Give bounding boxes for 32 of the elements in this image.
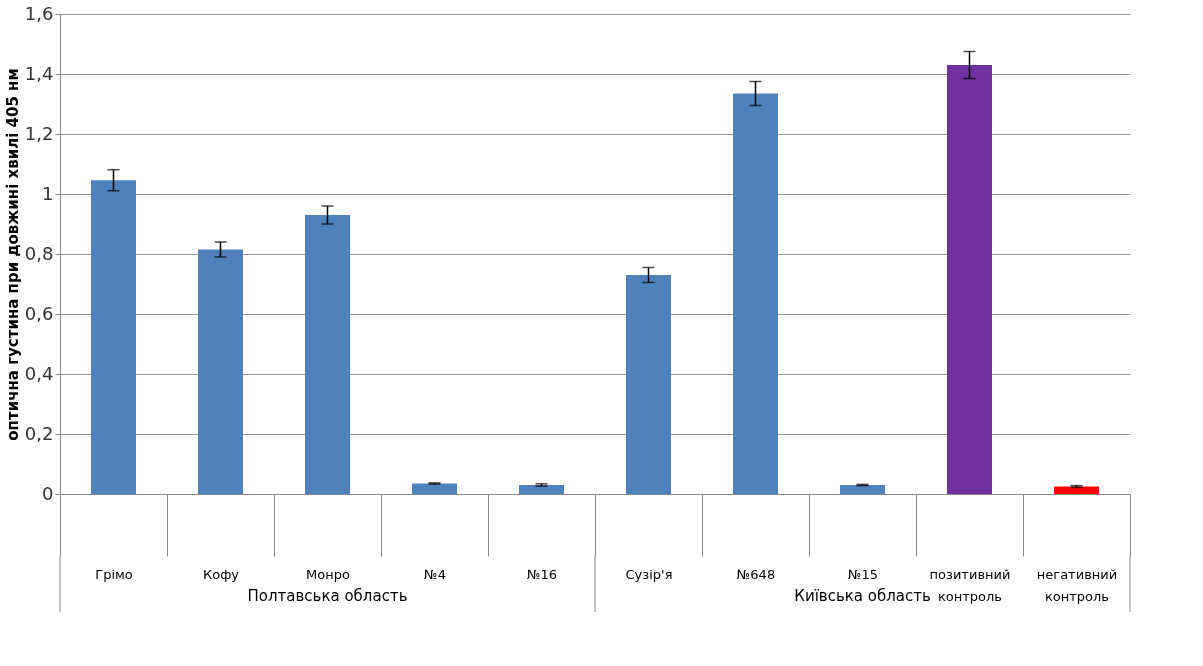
- x-tick-label: №4: [424, 566, 446, 582]
- x-tick-label: №648: [736, 566, 776, 582]
- y-tick-label: 1,2: [24, 122, 54, 144]
- y-tick-label: 1,4: [24, 62, 54, 84]
- x-tick-label: №16: [526, 566, 558, 582]
- bar: [519, 485, 564, 494]
- x-tick-label: позитивний контроль: [929, 566, 1011, 604]
- text: Полтавська область: [247, 587, 408, 605]
- bar: [947, 65, 992, 494]
- y-tick-label: 0,4: [24, 362, 54, 384]
- x-tick-label: Грімо: [95, 566, 133, 582]
- bar: [733, 93, 778, 494]
- bar: [91, 180, 136, 494]
- y-axis-title: оптична густина при довжині хвилі 405 нм: [3, 68, 22, 441]
- bar: [840, 485, 885, 494]
- bar: [1054, 486, 1099, 494]
- x-tick-label: Монро: [306, 566, 350, 582]
- x-tick-label: Кофу: [203, 566, 240, 582]
- y-tick-label: 0,6: [24, 302, 54, 324]
- bar: [305, 215, 350, 494]
- x-tick-label: Сузір'я: [625, 566, 673, 582]
- y-tick-label: 1: [42, 182, 54, 204]
- y-tick-label: 0,8: [24, 242, 54, 264]
- bar: [412, 483, 457, 494]
- x-tick-label: негативний контроль: [1036, 566, 1118, 604]
- bar: [198, 249, 243, 494]
- text: Київська область: [794, 587, 931, 605]
- y-tick-label: 0: [42, 482, 54, 504]
- y-tick-label: 0,2: [24, 422, 54, 444]
- y-tick-label: 1,6: [24, 2, 54, 24]
- bar: [626, 275, 671, 494]
- x-tick-label: №15: [847, 566, 879, 582]
